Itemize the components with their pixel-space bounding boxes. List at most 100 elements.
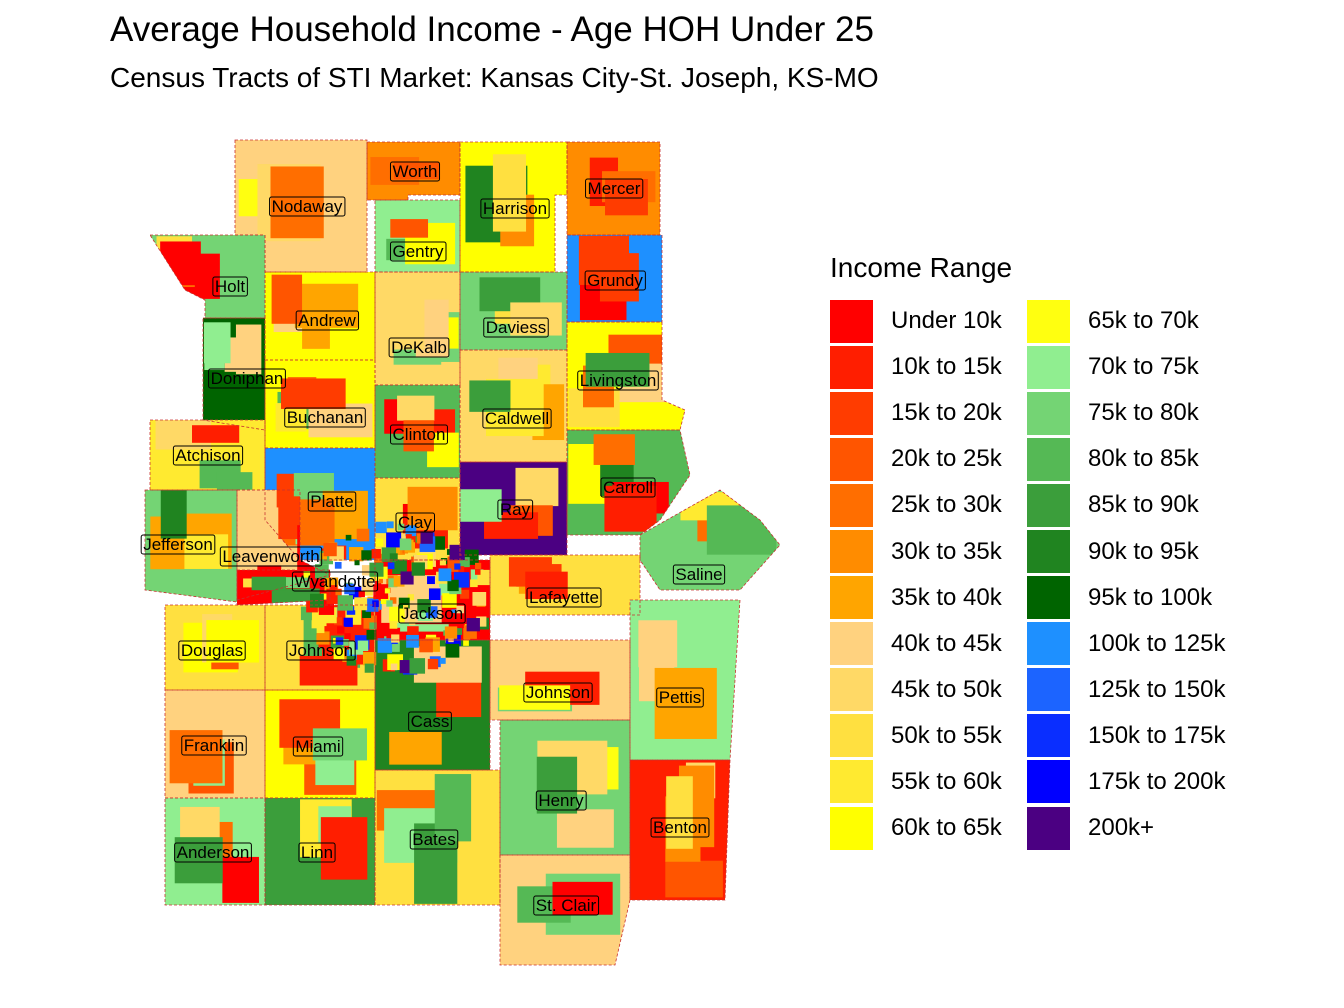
census-tract xyxy=(357,640,369,652)
census-tract xyxy=(345,534,352,541)
county-border xyxy=(236,569,331,606)
legend-label: 200k+ xyxy=(1088,814,1155,842)
county-label: Lafayette xyxy=(526,587,602,608)
census-tract xyxy=(638,620,678,668)
legend-label: 25k to 30k xyxy=(891,491,1002,519)
census-tract xyxy=(222,856,259,903)
legend-swatch xyxy=(830,345,873,389)
county-label-box xyxy=(307,491,357,512)
county-label-box xyxy=(390,424,448,445)
county-label-box xyxy=(533,895,600,916)
county-name: Franklin xyxy=(184,736,244,755)
legend-item: 85k to 90k xyxy=(1027,482,1224,528)
census-tract xyxy=(444,626,458,639)
census-tract xyxy=(377,638,393,653)
legend-item: 70k to 75k xyxy=(1027,344,1224,390)
county-tracts xyxy=(238,164,324,242)
county-name: Gentry xyxy=(392,242,444,261)
census-tract xyxy=(419,638,433,653)
census-tract xyxy=(666,776,693,849)
county-name: Andrew xyxy=(298,311,356,330)
legend-item: 25k to 30k xyxy=(830,482,1027,528)
county-name: Jefferson xyxy=(143,535,213,554)
legend-swatch xyxy=(1027,714,1070,758)
legend-swatch xyxy=(830,576,873,620)
county-tracts xyxy=(376,292,460,365)
county-border xyxy=(499,854,631,966)
county-tracts xyxy=(465,154,535,247)
legend-item: 80k to 85k xyxy=(1027,436,1224,482)
urban-core-tracts xyxy=(300,521,493,675)
county-label: Caldwell xyxy=(482,408,552,429)
legend-label: 150k to 175k xyxy=(1088,721,1226,749)
county-name: Johnson xyxy=(526,683,590,702)
census-tract xyxy=(439,657,446,664)
legend-item: 30k to 35k xyxy=(830,528,1027,574)
legend-label: 45k to 50k xyxy=(891,675,1002,703)
county-label-box xyxy=(292,736,344,757)
legend-item: 60k to 65k xyxy=(830,805,1027,851)
county-label: Daviess xyxy=(483,317,549,338)
census-tract xyxy=(578,235,629,285)
county-label-box xyxy=(174,842,252,863)
census-tract xyxy=(400,571,414,585)
county-name: Doniphan xyxy=(211,369,284,388)
census-tract xyxy=(405,525,417,537)
census-tract xyxy=(344,583,355,595)
county-tracts xyxy=(243,576,320,605)
census-tract xyxy=(361,565,373,576)
county-label-box xyxy=(140,534,216,555)
county-label: Johnson xyxy=(523,682,593,703)
census-tract xyxy=(475,569,481,575)
census-tract xyxy=(390,219,429,238)
legend-label: 85k to 90k xyxy=(1088,491,1199,519)
county-border xyxy=(459,349,568,463)
county-border xyxy=(629,759,731,901)
county-name: Pettis xyxy=(659,688,702,707)
legend-item: 55k to 60k xyxy=(830,759,1027,805)
legend-label: 125k to 150k xyxy=(1088,675,1226,703)
county-tracts xyxy=(174,806,259,903)
census-tract xyxy=(294,283,359,328)
county-name: Johnson xyxy=(289,641,353,660)
census-tract xyxy=(476,616,487,627)
legend-swatch xyxy=(1027,530,1070,574)
census-tract xyxy=(427,658,439,670)
county-name: Clinton xyxy=(393,425,446,444)
census-tract xyxy=(354,560,360,566)
census-tract xyxy=(278,577,310,589)
census-tract xyxy=(399,660,413,674)
census-tract xyxy=(342,656,349,662)
legend-swatch xyxy=(1027,806,1070,850)
census-tract xyxy=(346,656,357,666)
county-name: Wyandotte xyxy=(294,572,375,591)
county-name: Anderson xyxy=(177,843,250,862)
census-tract xyxy=(363,652,377,666)
census-tract xyxy=(251,576,286,591)
census-tract xyxy=(271,274,303,324)
census-tract xyxy=(362,609,372,619)
county-name: DeKalb xyxy=(391,338,447,357)
county-label-box xyxy=(656,687,704,708)
legend-column-right: 65k to 70k 70k to 75k 75k to 80k 80k to 85k… xyxy=(1027,298,1226,851)
census-tract xyxy=(405,534,412,541)
legend-swatch xyxy=(1027,668,1070,712)
legend-label: 15k to 20k xyxy=(891,399,1002,427)
county-border xyxy=(144,489,238,603)
legend-swatch xyxy=(1027,483,1070,527)
census-tract xyxy=(585,352,650,387)
county-name: Worth xyxy=(392,162,437,181)
county-label-box xyxy=(482,408,552,429)
census-tract xyxy=(174,837,223,884)
county-label: Franklin xyxy=(181,735,247,756)
legend-label: 80k to 85k xyxy=(1088,445,1199,473)
county-name: Carroll xyxy=(603,478,653,497)
legend-label: 35k to 40k xyxy=(891,583,1002,611)
county-label: Gentry xyxy=(389,241,447,262)
census-tract xyxy=(492,154,527,232)
legend-item: Under 10k xyxy=(830,298,1027,344)
legend-item: 125k to 150k xyxy=(1027,667,1226,713)
legend-item: 200k+ xyxy=(1027,805,1224,851)
census-tract xyxy=(393,575,405,587)
county-name: Caldwell xyxy=(485,409,549,428)
